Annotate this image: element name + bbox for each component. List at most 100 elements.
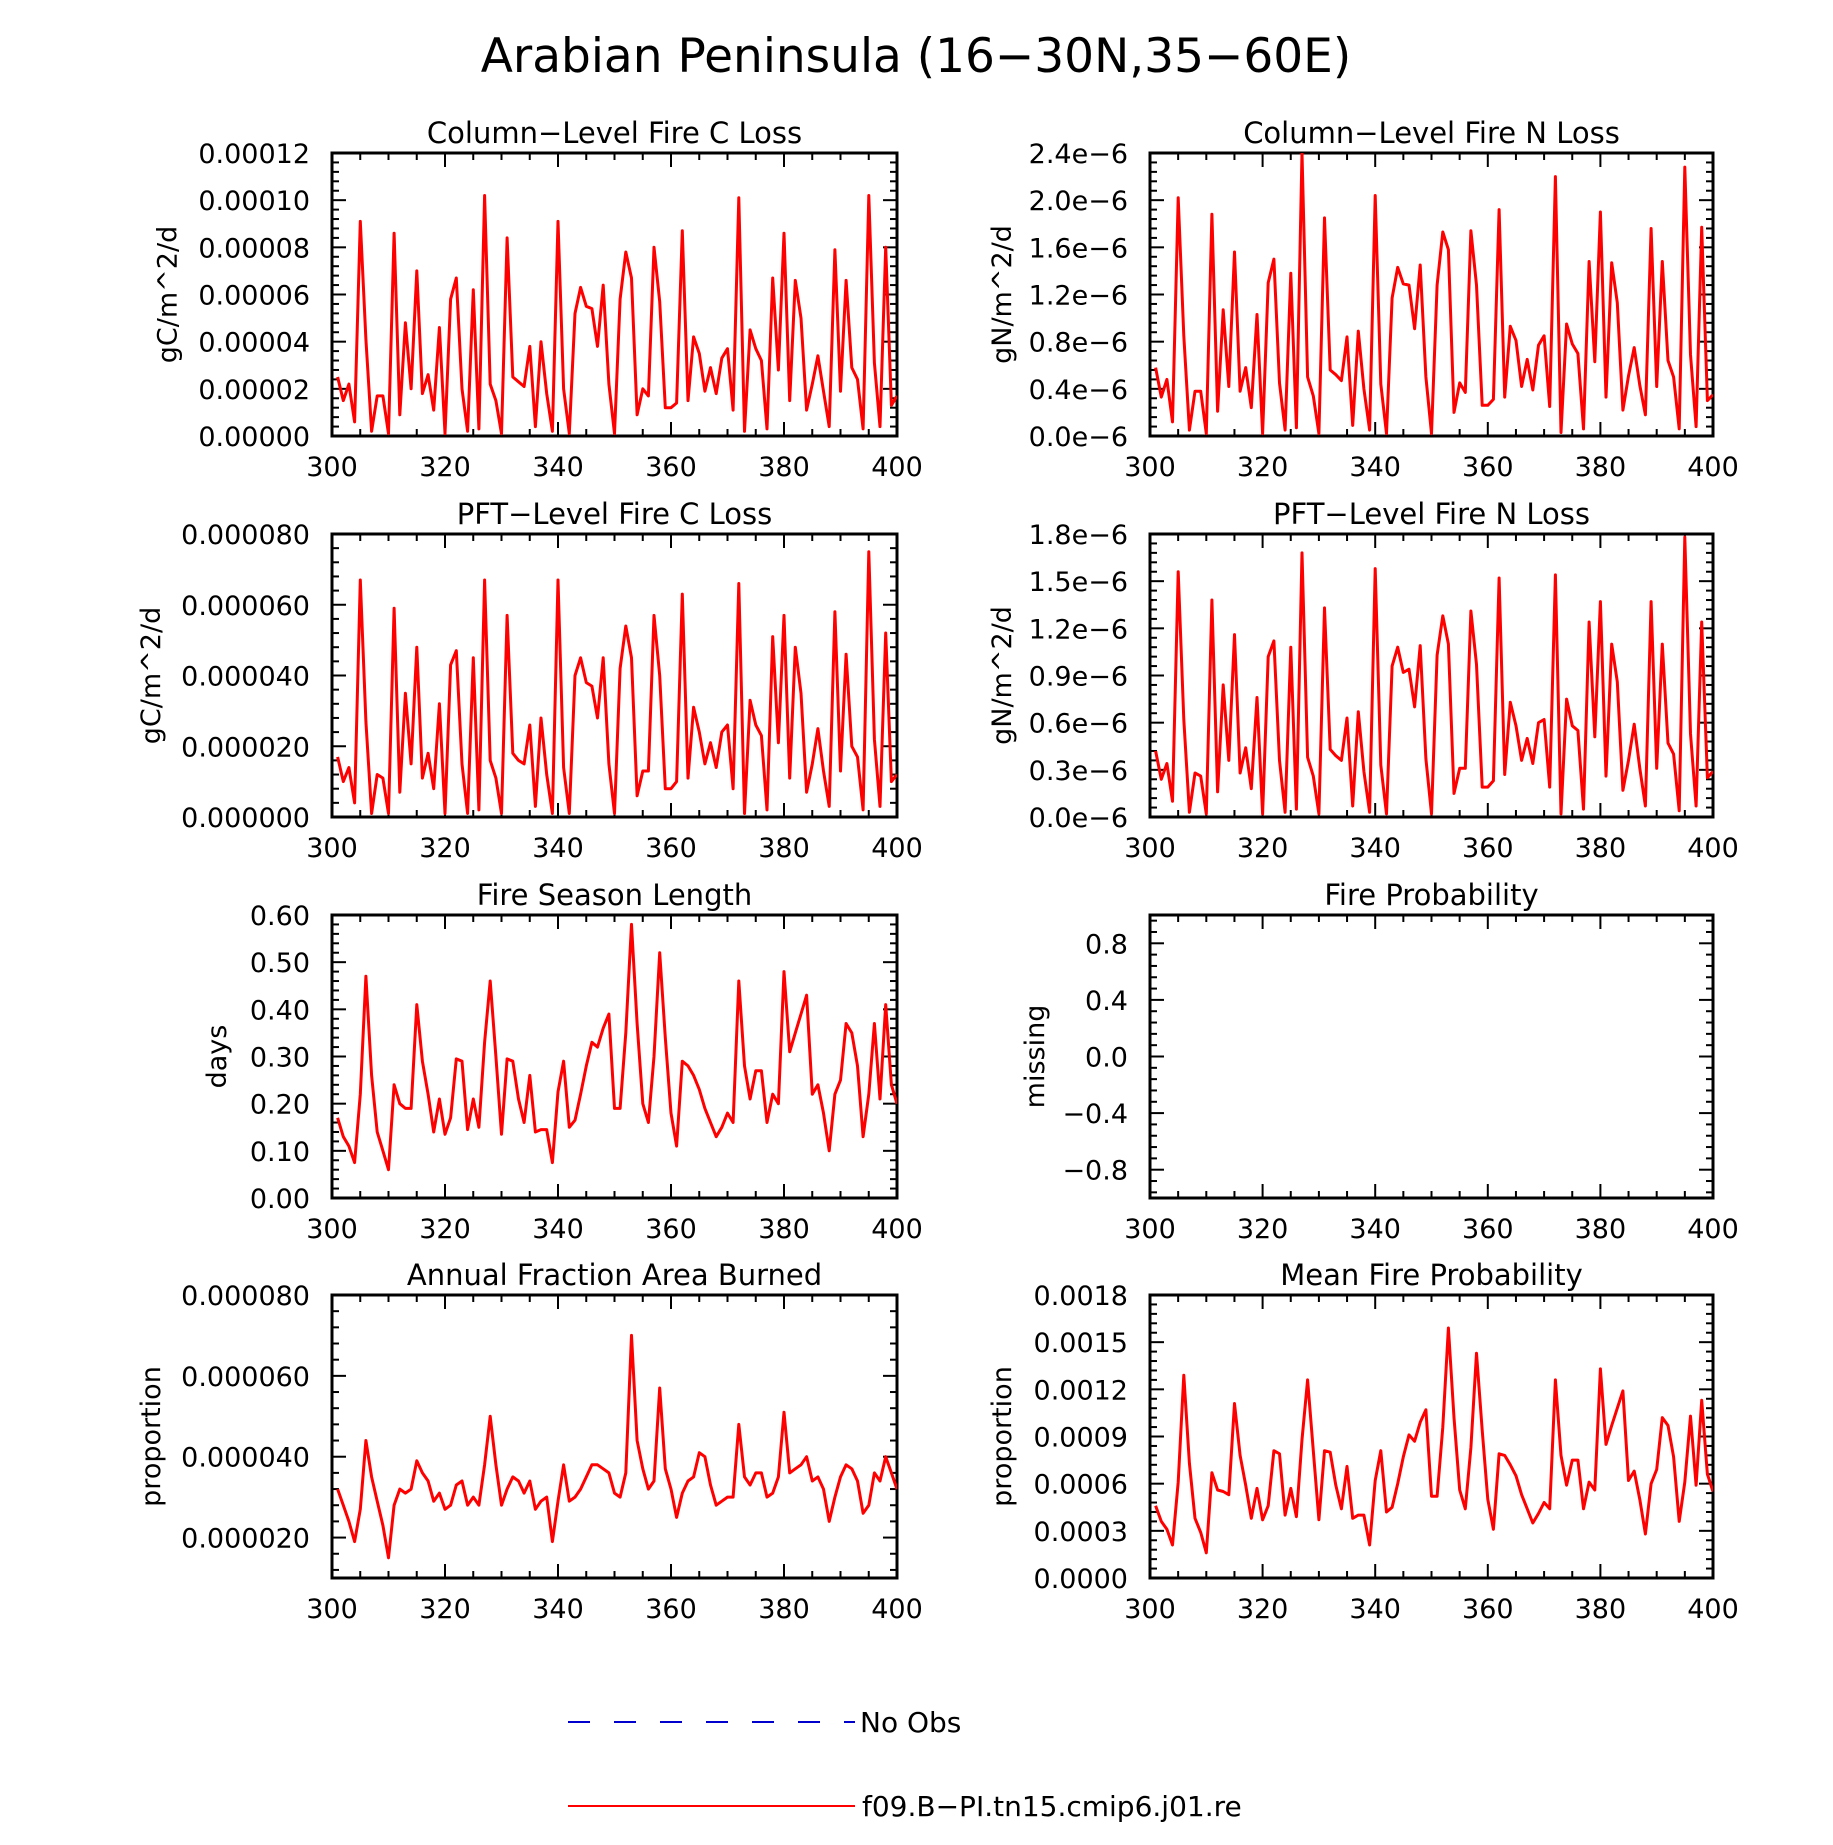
panel-col-n-loss: Column−Level Fire N Loss 300 320 340 360 380 4… <box>987 116 1739 483</box>
y-tick-label: 0.9e−6 <box>1029 662 1128 693</box>
y-axis-label: gN/m^2/d <box>987 225 1018 364</box>
y-tick-label: 0.00010 <box>198 186 310 217</box>
legend-label-no-obs: No Obs <box>860 1706 961 1739</box>
y-tick-label: 0.00012 <box>198 139 310 170</box>
x-tick-label: 380 <box>758 1214 810 1245</box>
x-tick-label: 380 <box>758 833 810 864</box>
plot-frame <box>1148 151 1715 438</box>
y-tick-label: 0.000040 <box>181 1443 310 1474</box>
y-tick-label: 0.6e−6 <box>1029 709 1128 740</box>
panel-title: Column−Level Fire N Loss <box>1243 116 1620 150</box>
y-tick-label: 0.4e−6 <box>1029 375 1128 406</box>
y-axis-label: days <box>202 1025 233 1089</box>
x-tick-label: 300 <box>1124 1594 1176 1625</box>
x-tick-label: 340 <box>1349 1214 1401 1245</box>
x-tick-label: 380 <box>758 452 810 483</box>
panel-pft-c-loss: PFT−Level Fire C Loss 300 320 340 360 380 400 0… <box>136 497 923 864</box>
panel-col-c-loss: Column−Level Fire C Loss 300 320 340 360 380 4… <box>153 116 923 483</box>
series-line-fire-season-length-0 <box>336 922 897 1172</box>
x-tick-label: 380 <box>1575 452 1627 483</box>
y-tick-label: 0.4 <box>1085 986 1128 1017</box>
y-tick-label: 0.0018 <box>1034 1281 1128 1312</box>
x-tick-label: 320 <box>1237 1214 1289 1245</box>
y-tick-label: 0.000060 <box>181 1362 310 1393</box>
y-tick-label: 1.8e−6 <box>1029 520 1128 551</box>
y-tick-label: −0.4 <box>1062 1099 1128 1130</box>
y-tick-label: 0.00000 <box>198 422 310 453</box>
y-axis-label: missing <box>1020 1005 1051 1109</box>
x-tick-label: 300 <box>1124 452 1176 483</box>
x-tick-label: 340 <box>1349 833 1401 864</box>
panels: Column−Level Fire C Loss 300 320 340 360 380 4… <box>136 116 1739 1625</box>
y-tick-label: 0.0 <box>1085 1043 1128 1074</box>
figure-title: Arabian Peninsula (16−30N,35−60E) <box>481 29 1351 84</box>
y-tick-label: 0.0012 <box>1034 1375 1128 1406</box>
y-tick-label: 0.00002 <box>198 375 310 406</box>
series-line-mean-fire-probability-0 <box>1154 1326 1713 1555</box>
x-tick-label: 380 <box>758 1594 810 1625</box>
x-tick-label: 360 <box>1462 452 1514 483</box>
y-tick-label: 0.0009 <box>1034 1423 1128 1454</box>
panel-title: PFT−Level Fire N Loss <box>1273 497 1590 531</box>
y-tick-label: 1.2e−6 <box>1029 281 1128 312</box>
x-tick-label: 380 <box>1575 1214 1627 1245</box>
y-tick-label: 0.0003 <box>1034 1517 1128 1548</box>
x-tick-label: 360 <box>645 452 697 483</box>
x-tick-label: 340 <box>532 833 584 864</box>
plot-frame <box>1148 913 1715 1200</box>
x-tick-label: 360 <box>645 1214 697 1245</box>
y-tick-label: 0.00006 <box>198 281 310 312</box>
series-line-area-burned-0 <box>336 1333 897 1560</box>
panel-title: Fire Probability <box>1324 878 1538 912</box>
x-tick-label: 360 <box>1462 1214 1514 1245</box>
panel-pft-n-loss: PFT−Level Fire N Loss 300 320 340 360 380 400 0… <box>987 497 1739 864</box>
y-tick-label: 0.20 <box>250 1090 310 1121</box>
panel-title: Mean Fire Probability <box>1280 1258 1583 1292</box>
x-tick-label: 300 <box>1124 1214 1176 1245</box>
x-tick-label: 300 <box>306 1594 358 1625</box>
y-tick-label: 0.50 <box>250 948 310 979</box>
x-tick-label: 340 <box>532 1594 584 1625</box>
x-tick-label: 320 <box>1237 833 1289 864</box>
y-tick-label: 1.6e−6 <box>1029 233 1128 264</box>
x-tick-label: 400 <box>871 1214 923 1245</box>
y-tick-label: 2.4e−6 <box>1029 139 1128 170</box>
panel-area-burned: Annual Fraction Area Burned 300 320 340 360 3… <box>136 1258 923 1625</box>
x-tick-label: 340 <box>1349 1594 1401 1625</box>
x-tick-label: 300 <box>306 1214 358 1245</box>
y-tick-label: 0.40 <box>250 995 310 1026</box>
y-tick-label: 0.0006 <box>1034 1470 1128 1501</box>
y-tick-label: 2.0e−6 <box>1029 186 1128 217</box>
y-tick-label: 0.10 <box>250 1137 310 1168</box>
series-line-pft-c-loss-0 <box>336 550 897 815</box>
y-tick-label: 0.60 <box>250 901 310 932</box>
y-axis-label: gC/m^2/d <box>153 226 184 363</box>
panel-title: Fire Season Length <box>477 878 752 912</box>
y-tick-label: 0.0015 <box>1034 1328 1128 1359</box>
x-tick-label: 340 <box>532 452 584 483</box>
panel-fire-season-length: Fire Season Length 300 320 340 360 380 400 0.00… <box>202 878 923 1245</box>
legend-label-model: f09.B−PI.tn15.cmip6.j01.re <box>862 1790 1242 1823</box>
x-tick-label: 340 <box>1349 452 1401 483</box>
x-tick-label: 300 <box>1124 833 1176 864</box>
x-tick-label: 360 <box>645 1594 697 1625</box>
series-line-pft-n-loss-0 <box>1154 535 1713 816</box>
x-tick-label: 320 <box>419 1594 471 1625</box>
series-line-col-n-loss-0 <box>1154 153 1713 436</box>
y-tick-label: 0.3e−6 <box>1029 756 1128 787</box>
y-tick-label: 0.8 <box>1085 929 1128 960</box>
x-tick-label: 320 <box>419 1214 471 1245</box>
legend: No Obs f09.B−PI.tn15.cmip6.j01.re <box>568 1706 1242 1823</box>
y-tick-label: 0.000080 <box>181 1281 310 1312</box>
panel-title: Annual Fraction Area Burned <box>407 1258 822 1292</box>
y-tick-label: 0.00 <box>250 1184 310 1215</box>
y-tick-label: 0.000040 <box>181 662 310 693</box>
panel-mean-fire-probability: Mean Fire Probability 300 320 340 360 380 400 0… <box>987 1258 1739 1625</box>
y-tick-label: −0.8 <box>1062 1156 1128 1187</box>
plot-frame <box>330 1293 899 1580</box>
panel-fire-probability: Fire Probability 300 320 340 360 380 400 −0.8 −0… <box>1020 878 1739 1245</box>
y-axis-label: proportion <box>987 1366 1018 1507</box>
y-tick-label: 0.000020 <box>181 1524 310 1555</box>
y-tick-label: 0.000080 <box>181 520 310 551</box>
x-tick-label: 320 <box>419 833 471 864</box>
